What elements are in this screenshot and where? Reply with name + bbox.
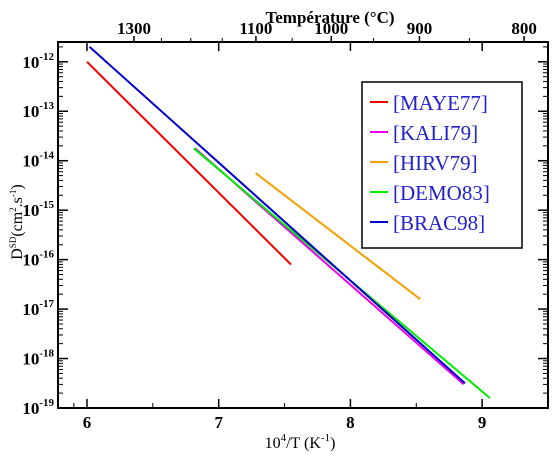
legend: [MAYE77] [KALI79] [HIRV79] [DEMO83] [BRAC98]: [361, 81, 523, 249]
top-tick-label: 800: [511, 19, 537, 38]
legend-label: [DEMO83]: [393, 181, 490, 205]
series-line: [86, 61, 292, 266]
y-axis-title: DSD(cm2.s-1): [8, 184, 26, 260]
y-tick-label: 10-18: [22, 348, 54, 369]
legend-label: [BRAC98]: [393, 211, 485, 235]
legend-label: [HIRV79]: [393, 151, 478, 175]
y-tick-label: 10-19: [22, 397, 54, 418]
top-tick-label: 900: [407, 19, 433, 38]
y-tick-label: 10-13: [22, 100, 54, 121]
x-tick-label: 8: [346, 413, 355, 432]
legend-box: [361, 81, 523, 249]
series-lines: [86, 46, 491, 399]
y-tick-label: 10-12: [22, 51, 54, 72]
y-tick-label: 10-15: [22, 199, 54, 220]
top-tick-label: 1300: [117, 19, 151, 38]
axes: 6 7 8 9 1300 1100 1000 900 800 10-12 10-13 10-14 10-…: [22, 19, 549, 432]
y-tick-label: 10-16: [22, 249, 54, 270]
legend-label: [MAYE77]: [393, 91, 488, 115]
series-line: [254, 172, 421, 300]
x-tick-label: 6: [83, 413, 92, 432]
y-tick-label: 10-17: [22, 298, 54, 319]
top-axis-title: Température (°C): [265, 8, 394, 27]
x-axis-title: 104/T (K-1): [265, 432, 336, 452]
legend-label: [KALI79]: [393, 121, 478, 145]
x-tick-label: 7: [214, 413, 223, 432]
top-tick-label: 1000: [314, 19, 348, 38]
x-tick-label: 9: [478, 413, 487, 432]
series-line: [88, 46, 466, 385]
top-tick-label: 1100: [239, 19, 272, 38]
y-tick-label: 10-14: [22, 150, 54, 171]
